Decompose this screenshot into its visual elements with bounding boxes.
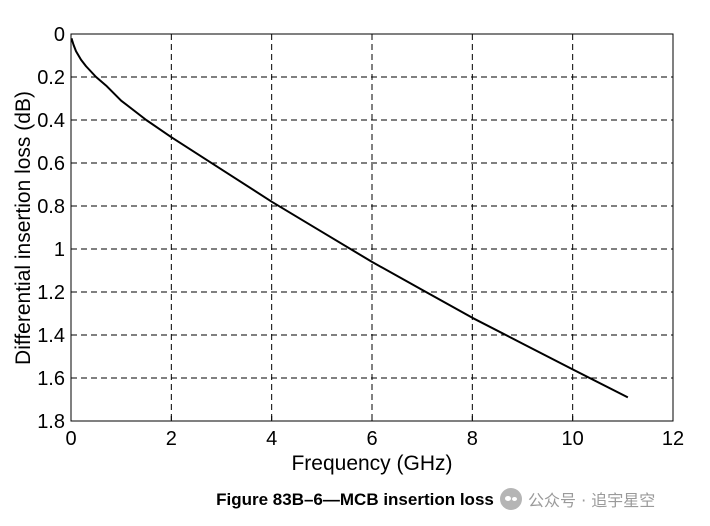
y-ticks: 0 0.2 0.4 0.6 0.8 1 1.2 1.4 1.6 1.8 bbox=[37, 24, 76, 433]
x-tick-label: 2 bbox=[166, 428, 177, 450]
x-tick-label: 6 bbox=[366, 428, 377, 450]
wechat-icon bbox=[500, 488, 522, 510]
y-tick-label: 0.6 bbox=[37, 153, 65, 175]
x-tick-label: 8 bbox=[467, 428, 478, 450]
x-tick-label: 10 bbox=[562, 428, 584, 450]
insertion-loss-chart: 0 2 4 6 8 10 12 0 0.2 0.4 0.6 0.8 1 1.2 1.4 1.6 1.8 Fre… bbox=[12, 24, 684, 475]
watermark: 公众号 · 追宇星空 bbox=[500, 486, 705, 512]
x-axis-label: Frequency (GHz) bbox=[291, 452, 452, 475]
y-tick-label: 0.2 bbox=[37, 67, 65, 89]
x-tick-label: 0 bbox=[65, 428, 76, 450]
y-tick-label: 1 bbox=[54, 239, 65, 261]
y-tick-label: 0.4 bbox=[37, 110, 65, 132]
series-group bbox=[70, 38, 629, 399]
figure-caption: Figure 83B–6—MCB insertion loss bbox=[216, 490, 494, 509]
y-tick-label: 0 bbox=[54, 24, 65, 46]
y-tick-label: 1.8 bbox=[37, 411, 65, 433]
y-tick-label: 1.2 bbox=[37, 282, 65, 304]
series-line-0 bbox=[70, 38, 629, 399]
x-tick-label: 4 bbox=[266, 428, 277, 450]
grid bbox=[71, 34, 673, 421]
y-tick-label: 1.6 bbox=[37, 368, 65, 390]
y-axis-label: Differential insertion loss (dB) bbox=[12, 91, 35, 365]
y-tick-label: 1.4 bbox=[37, 325, 65, 347]
y-tick-label: 0.8 bbox=[37, 196, 65, 218]
x-tick-label: 12 bbox=[662, 428, 684, 450]
watermark-text: 公众号 · 追宇星空 bbox=[528, 491, 656, 510]
x-ticks: 0 2 4 6 8 10 12 bbox=[65, 416, 684, 450]
